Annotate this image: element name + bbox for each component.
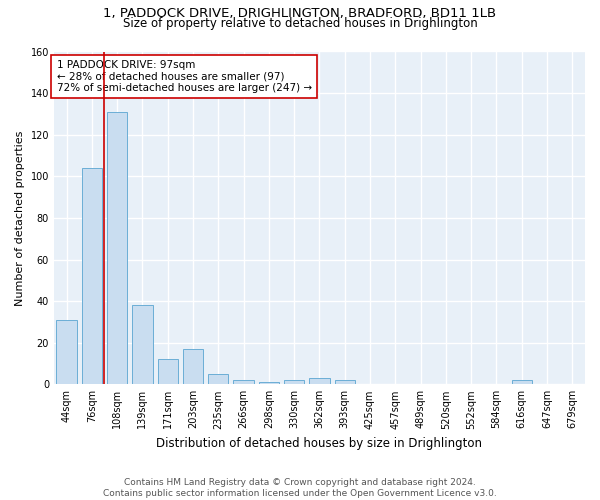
Text: Size of property relative to detached houses in Drighlington: Size of property relative to detached ho… (122, 18, 478, 30)
Bar (208, 374, 229, 384)
Bar (233, 380, 254, 384)
Text: 1 PADDOCK DRIVE: 97sqm
← 28% of detached houses are smaller (97)
72% of semi-det: 1 PADDOCK DRIVE: 97sqm ← 28% of detached… (56, 60, 311, 93)
Bar (183, 349, 203, 384)
Y-axis label: Number of detached properties: Number of detached properties (15, 130, 25, 306)
Bar (82, 168, 102, 384)
Bar (107, 112, 127, 384)
Bar (259, 382, 279, 384)
Text: Contains HM Land Registry data © Crown copyright and database right 2024.
Contai: Contains HM Land Registry data © Crown c… (103, 478, 497, 498)
Bar (310, 378, 329, 384)
Bar (284, 380, 304, 384)
Bar (56, 320, 77, 384)
Bar (158, 360, 178, 384)
Text: 1, PADDOCK DRIVE, DRIGHLINGTON, BRADFORD, BD11 1LB: 1, PADDOCK DRIVE, DRIGHLINGTON, BRADFORD… (103, 8, 497, 20)
X-axis label: Distribution of detached houses by size in Drighlington: Distribution of detached houses by size … (157, 437, 482, 450)
Bar (133, 306, 152, 384)
Bar (335, 380, 355, 384)
Bar (512, 380, 532, 384)
